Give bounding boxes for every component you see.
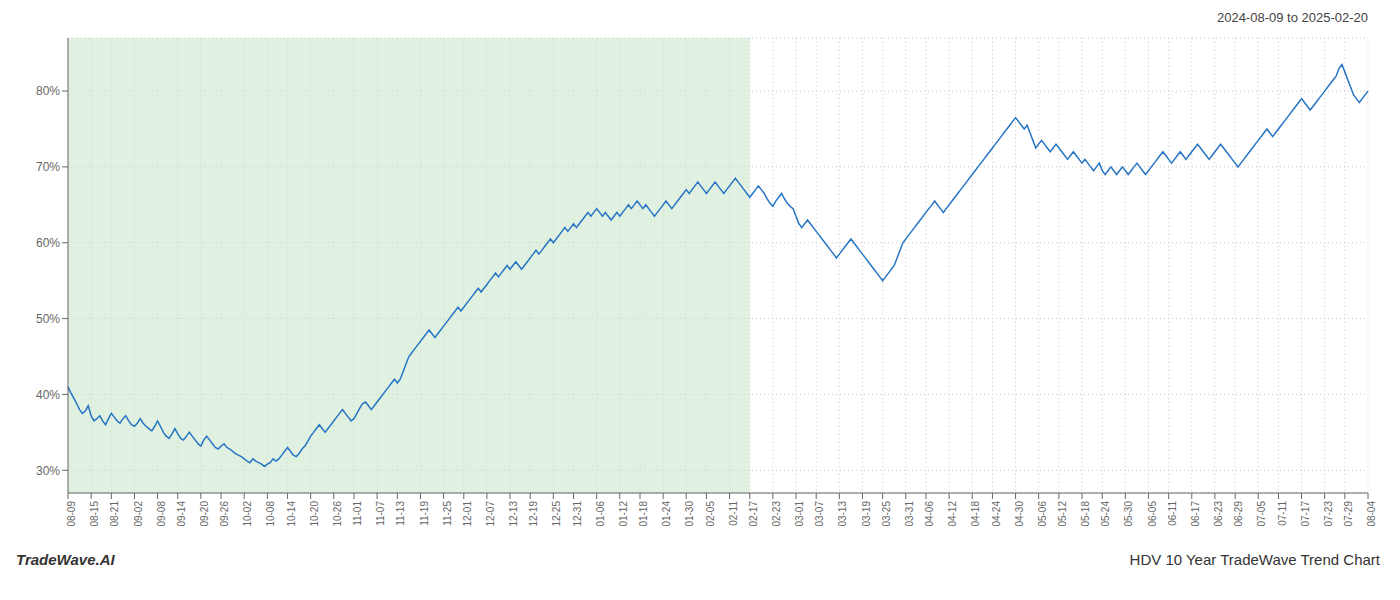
svg-text:11-19: 11-19 [419,501,430,526]
svg-text:12-19: 12-19 [528,501,539,527]
svg-text:03-13: 03-13 [837,501,848,527]
svg-text:70%: 70% [36,160,60,174]
svg-text:08-15: 08-15 [89,501,100,527]
svg-text:06-17: 06-17 [1190,501,1201,527]
svg-text:40%: 40% [36,388,60,402]
svg-text:12-31: 12-31 [572,501,583,527]
svg-text:01-12: 01-12 [618,501,629,527]
svg-text:10-14: 10-14 [286,501,297,527]
svg-text:08-04: 08-04 [1366,501,1377,527]
svg-text:08-09: 08-09 [66,501,77,527]
svg-text:09-14: 09-14 [176,501,187,527]
svg-text:11-01: 11-01 [352,501,363,526]
svg-text:10-20: 10-20 [309,501,320,527]
svg-text:06-05: 06-05 [1147,501,1158,527]
svg-text:06-29: 06-29 [1233,501,1244,527]
svg-text:08-21: 08-21 [109,501,120,527]
svg-text:80%: 80% [36,84,60,98]
svg-text:09-20: 09-20 [199,501,210,527]
svg-text:03-01: 03-01 [794,501,805,527]
html-text:HDV 10 Year TradeWave Trend Ch: HDV 10 Year TradeWave Trend Chart [1129,551,1380,568]
svg-text:01-18: 01-18 [638,501,649,527]
svg-text:03-19: 03-19 [861,501,872,527]
svg-text:01-06: 01-06 [595,501,606,527]
svg-text:04-18: 04-18 [970,501,981,527]
svg-text:02-17: 02-17 [748,501,759,527]
svg-text:06-11: 06-11 [1167,501,1178,526]
svg-text:50%: 50% [36,312,60,326]
svg-text:12-25: 12-25 [551,501,562,527]
svg-text:02-11: 02-11 [728,501,739,526]
html-text:2024-08-09 to 2025-02-20: 2024-08-09 to 2025-02-20 [1216,10,1368,25]
svg-text:11-13: 11-13 [395,501,406,526]
svg-text:05-30: 05-30 [1123,501,1134,527]
svg-text:07-11: 07-11 [1277,501,1288,526]
svg-text:12-07: 12-07 [485,501,496,527]
svg-text:02-23: 02-23 [771,501,782,527]
svg-text:04-12: 04-12 [947,501,958,527]
svg-text:03-07: 03-07 [814,501,825,527]
svg-text:04-30: 04-30 [1014,501,1025,527]
svg-text:07-17: 07-17 [1300,501,1311,527]
svg-text:03-25: 03-25 [881,501,892,527]
svg-text:10-26: 10-26 [332,501,343,527]
svg-text:60%: 60% [36,236,60,250]
svg-text:06-23: 06-23 [1213,501,1224,527]
svg-text:03-31: 03-31 [904,501,915,527]
svg-text:10-02: 10-02 [242,501,253,527]
svg-text:07-05: 07-05 [1256,501,1267,527]
svg-text:05-12: 05-12 [1057,501,1068,527]
svg-text:12-13: 12-13 [508,501,519,527]
svg-text:04-24: 04-24 [991,501,1002,527]
svg-text:30%: 30% [36,464,60,478]
svg-text:11-07: 11-07 [375,501,386,526]
svg-text:09-02: 09-02 [133,501,144,527]
svg-text:07-29: 07-29 [1343,501,1354,527]
svg-text:05-06: 05-06 [1037,501,1048,527]
svg-text:12-01: 12-01 [462,501,473,527]
html-text:TradeWave.AI: TradeWave.AI [16,551,115,568]
svg-text:05-24: 05-24 [1100,501,1111,527]
svg-text:10-08: 10-08 [265,501,276,527]
svg-text:07-23: 07-23 [1323,501,1334,527]
svg-text:01-24: 01-24 [661,501,672,527]
svg-text:11-25: 11-25 [442,501,453,526]
svg-text:05-18: 05-18 [1080,501,1091,527]
svg-text:02-05: 02-05 [705,501,716,527]
svg-text:01-30: 01-30 [684,501,695,527]
svg-text:09-08: 09-08 [156,501,167,527]
svg-text:04-06: 04-06 [924,501,935,527]
svg-text:09-26: 09-26 [219,501,230,527]
